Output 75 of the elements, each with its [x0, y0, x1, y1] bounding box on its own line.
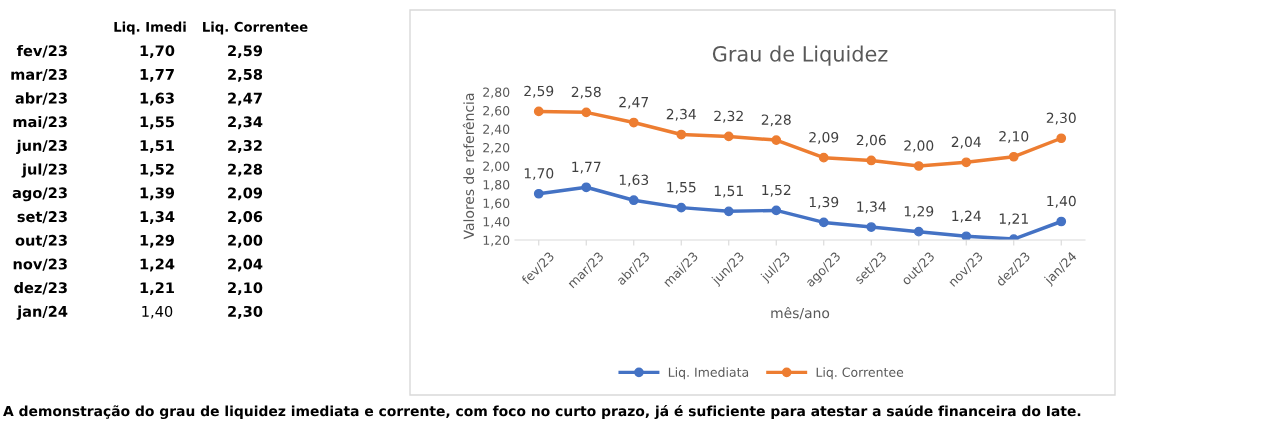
- text: Liq. Correntee: [203, 21, 308, 35]
- text: 1,39: [140, 187, 175, 201]
- category-label: set/23: [17, 211, 67, 224]
- data-label: 1,70: [524, 168, 554, 180]
- legend-label: Liq. Correntee: [816, 367, 904, 380]
- category-label: abr/23: [15, 92, 67, 105]
- text: 2,04: [228, 258, 263, 272]
- x-axis-title: mês/ano: [771, 306, 830, 320]
- text: 1,70: [140, 45, 175, 59]
- y-tick-label: 2,60: [483, 105, 510, 117]
- y-tick-label: 1,40: [483, 216, 510, 228]
- y-tick-label: 2,40: [483, 124, 510, 136]
- data-label: 2,09: [809, 131, 839, 144]
- data-label: 1,51: [714, 185, 743, 198]
- data-label: 1,55: [667, 182, 696, 194]
- category-label: jun/23: [16, 139, 67, 154]
- data-label: 2,34: [666, 108, 696, 121]
- category-label: ago/23: [12, 187, 67, 202]
- text: 1,63: [140, 92, 174, 106]
- data-label: 2,06: [856, 134, 886, 147]
- data-label: 2,28: [761, 114, 791, 127]
- text: 1,29: [140, 234, 175, 248]
- text: 2,28: [228, 163, 263, 177]
- category-label: jan/24: [16, 305, 68, 320]
- data-label: 2,04: [951, 136, 981, 149]
- chart-title: Grau de Liquidez: [712, 45, 888, 66]
- category-label: out/23: [15, 234, 67, 247]
- data-label: 2,10: [999, 131, 1029, 143]
- text: 2,06: [228, 211, 263, 224]
- y-axis-title: Valores de referência: [462, 93, 475, 240]
- y-tick-label: 1,80: [483, 179, 510, 191]
- data-label: 2,32: [714, 110, 743, 123]
- data-label: 1,29: [904, 205, 934, 218]
- category-label: fev/23: [16, 44, 67, 58]
- text: 2,59: [228, 45, 263, 59]
- data-label: 1,52: [762, 184, 791, 197]
- data-label: 2,30: [1046, 112, 1076, 125]
- text: Liq. Imedi: [114, 21, 186, 35]
- y-tick-label: 2,00: [483, 161, 510, 173]
- text: 2,10: [228, 282, 263, 296]
- text: 1,21: [140, 282, 174, 296]
- legend-label: Liq. Imediata: [668, 367, 749, 380]
- text: 2,34: [228, 116, 263, 130]
- text: 2,09: [228, 187, 263, 201]
- data-label: 2,59: [524, 85, 554, 98]
- category-label: jul/23: [21, 163, 67, 178]
- text: 1,52: [140, 163, 174, 177]
- text: 2,58: [228, 68, 263, 82]
- data-label: 1,24: [952, 210, 981, 223]
- text: 1,51: [140, 140, 174, 153]
- text: A demonstração do grau de liquidez imediata e corrente, com foco no curto prazo, já é suficiente para atestar a saúde financeira do Iate.: [3, 404, 1081, 420]
- data-label: 1,77: [572, 161, 601, 174]
- y-tick-label: 1,60: [483, 198, 510, 210]
- text: 1,40: [142, 305, 173, 319]
- data-label: 2,47: [619, 96, 649, 109]
- category-label: mai/23: [13, 116, 67, 129]
- text: 2,30: [228, 305, 263, 319]
- text: 1,55: [140, 116, 174, 130]
- data-label: 1,40: [1047, 195, 1076, 208]
- data-label: 2,58: [571, 86, 601, 99]
- y-tick-label: 2,20: [483, 142, 510, 154]
- text: 2,47: [228, 92, 262, 106]
- text: 2,00: [228, 234, 263, 248]
- y-tick-label: 2,80: [483, 87, 510, 99]
- y-tick-label: 1,20: [483, 235, 510, 247]
- data-label: 1,39: [809, 196, 839, 209]
- data-label: 1,34: [857, 201, 886, 214]
- data-label: 1,63: [619, 174, 649, 187]
- data-label: 1,21: [999, 213, 1028, 226]
- category-label: mar/23: [11, 68, 67, 82]
- text: 2,32: [228, 140, 262, 153]
- text: 1,24: [140, 258, 175, 272]
- text: 1,77: [140, 69, 174, 82]
- text: 1,34: [140, 211, 175, 224]
- data-label: 2,00: [904, 140, 934, 153]
